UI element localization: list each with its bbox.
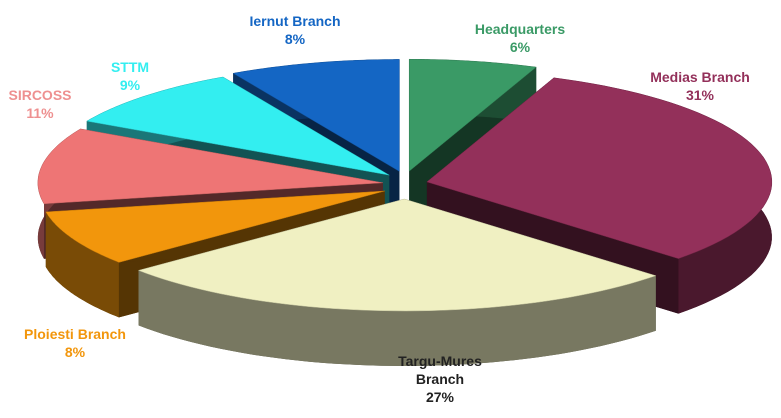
slice-side bbox=[45, 211, 119, 318]
category-name: Medias Branch bbox=[650, 69, 750, 85]
slice bbox=[232, 59, 400, 172]
category-name: Targu-Mures Branch bbox=[398, 353, 482, 387]
slice bbox=[37, 128, 383, 205]
slice-label: Targu-Mures Branch 27% bbox=[385, 352, 495, 406]
value-label: 27% bbox=[425, 389, 455, 405]
slice-label: Medias Branch 31% bbox=[620, 68, 780, 104]
category-name: STTM bbox=[110, 59, 150, 75]
slice-label: Ploiesti Branch 8% bbox=[0, 325, 155, 361]
slice-label: Iernut Branch 8% bbox=[225, 12, 365, 48]
category-name: Iernut Branch bbox=[249, 13, 341, 29]
slice bbox=[408, 58, 537, 172]
value-label: 9% bbox=[119, 77, 141, 93]
value-label: 8% bbox=[284, 31, 306, 47]
value-label: 8% bbox=[64, 344, 86, 360]
category-name: Headquarters bbox=[474, 21, 566, 37]
slice-label: SIRCOSS 11% bbox=[0, 86, 90, 122]
slice bbox=[137, 198, 657, 312]
slice-side bbox=[138, 270, 656, 366]
value-label: 11% bbox=[26, 105, 54, 121]
slice-label: STTM 9% bbox=[90, 58, 170, 94]
value-label: 6% bbox=[509, 39, 531, 55]
slice bbox=[426, 77, 773, 259]
slice bbox=[86, 76, 390, 176]
category-name: Ploiesti Branch bbox=[24, 326, 126, 342]
value-label: 31% bbox=[685, 87, 715, 103]
slice bbox=[45, 190, 385, 263]
category-name: SIRCOSS bbox=[8, 87, 72, 103]
slice-label: Headquarters 6% bbox=[440, 20, 600, 56]
